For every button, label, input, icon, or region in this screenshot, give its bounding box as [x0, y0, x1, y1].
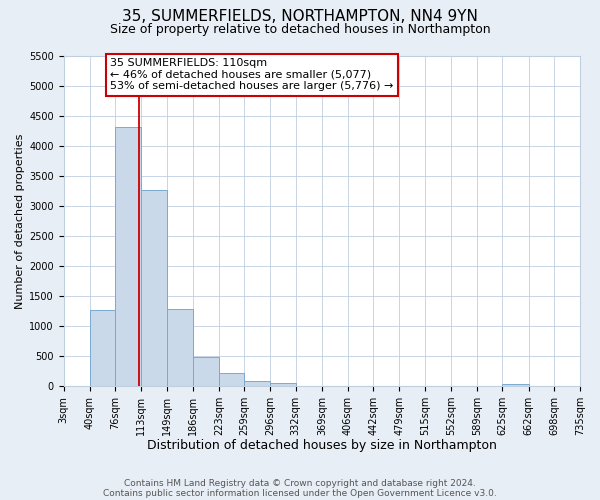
Bar — [502, 384, 529, 386]
Bar — [115, 127, 141, 386]
X-axis label: Distribution of detached houses by size in Northampton: Distribution of detached houses by size … — [147, 440, 497, 452]
Bar — [193, 358, 219, 386]
Bar — [90, 310, 115, 386]
Y-axis label: Number of detached properties: Number of detached properties — [15, 134, 25, 309]
Text: 35, SUMMERFIELDS, NORTHAMPTON, NN4 9YN: 35, SUMMERFIELDS, NORTHAMPTON, NN4 9YN — [122, 9, 478, 24]
Text: 35 SUMMERFIELDS: 110sqm
← 46% of detached houses are smaller (5,077)
53% of semi: 35 SUMMERFIELDS: 110sqm ← 46% of detache… — [110, 58, 394, 92]
Bar — [141, 190, 167, 386]
Bar — [244, 380, 271, 386]
Text: Size of property relative to detached houses in Northampton: Size of property relative to detached ho… — [110, 22, 490, 36]
Bar — [167, 310, 193, 386]
Text: Contains HM Land Registry data © Crown copyright and database right 2024.
Contai: Contains HM Land Registry data © Crown c… — [103, 478, 497, 498]
Bar — [219, 373, 244, 386]
Bar — [271, 383, 296, 386]
